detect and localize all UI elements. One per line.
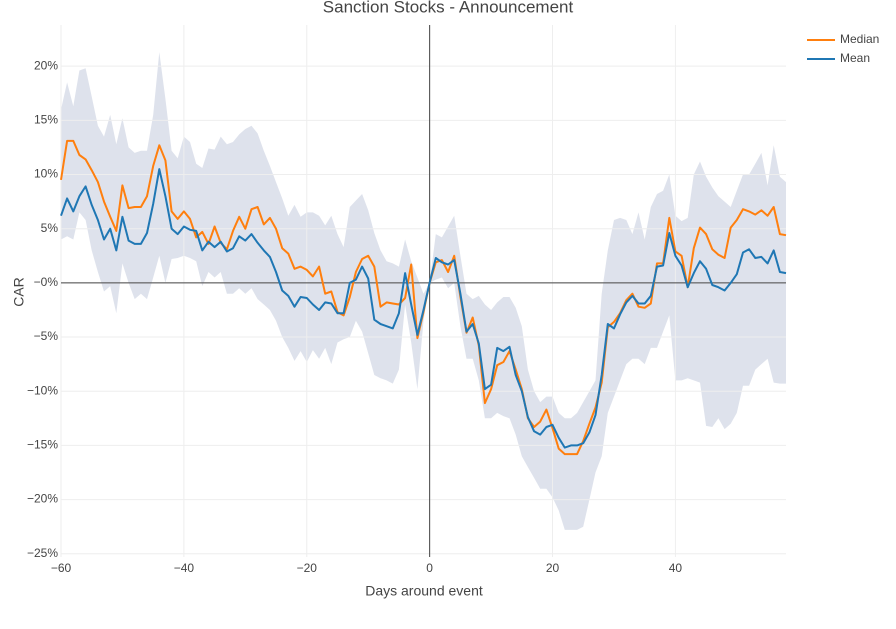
y-tick-label: 20% — [34, 58, 58, 72]
x-tick-label: 20 — [546, 561, 560, 575]
x-tick-label: −20 — [297, 561, 318, 575]
y-axis-title: CAR — [11, 277, 27, 307]
y-tick-label: −25% — [27, 546, 58, 560]
y-tick-label: 5% — [41, 221, 59, 235]
legend-label: Median — [840, 32, 879, 46]
x-tick-label: −60 — [51, 561, 72, 575]
y-tick-label: −15% — [27, 438, 58, 452]
series-line — [60, 168, 787, 449]
legend-label: Mean — [840, 51, 870, 65]
y-tick-label: −20% — [27, 492, 58, 506]
confidence-band — [61, 52, 786, 530]
chart-title: Sanction Stocks - Announcement — [323, 0, 574, 16]
y-tick-label: −10% — [27, 383, 58, 397]
x-tick-label: 40 — [669, 561, 683, 575]
x-tick-label: 0 — [426, 561, 433, 575]
x-tick-label: −40 — [174, 561, 195, 575]
y-tick-label: 15% — [34, 113, 58, 127]
x-axis-title: Days around event — [365, 583, 483, 599]
y-tick-label: 10% — [34, 167, 58, 181]
y-tick-label: −5% — [34, 329, 59, 343]
y-tick-label: −0% — [34, 275, 59, 289]
